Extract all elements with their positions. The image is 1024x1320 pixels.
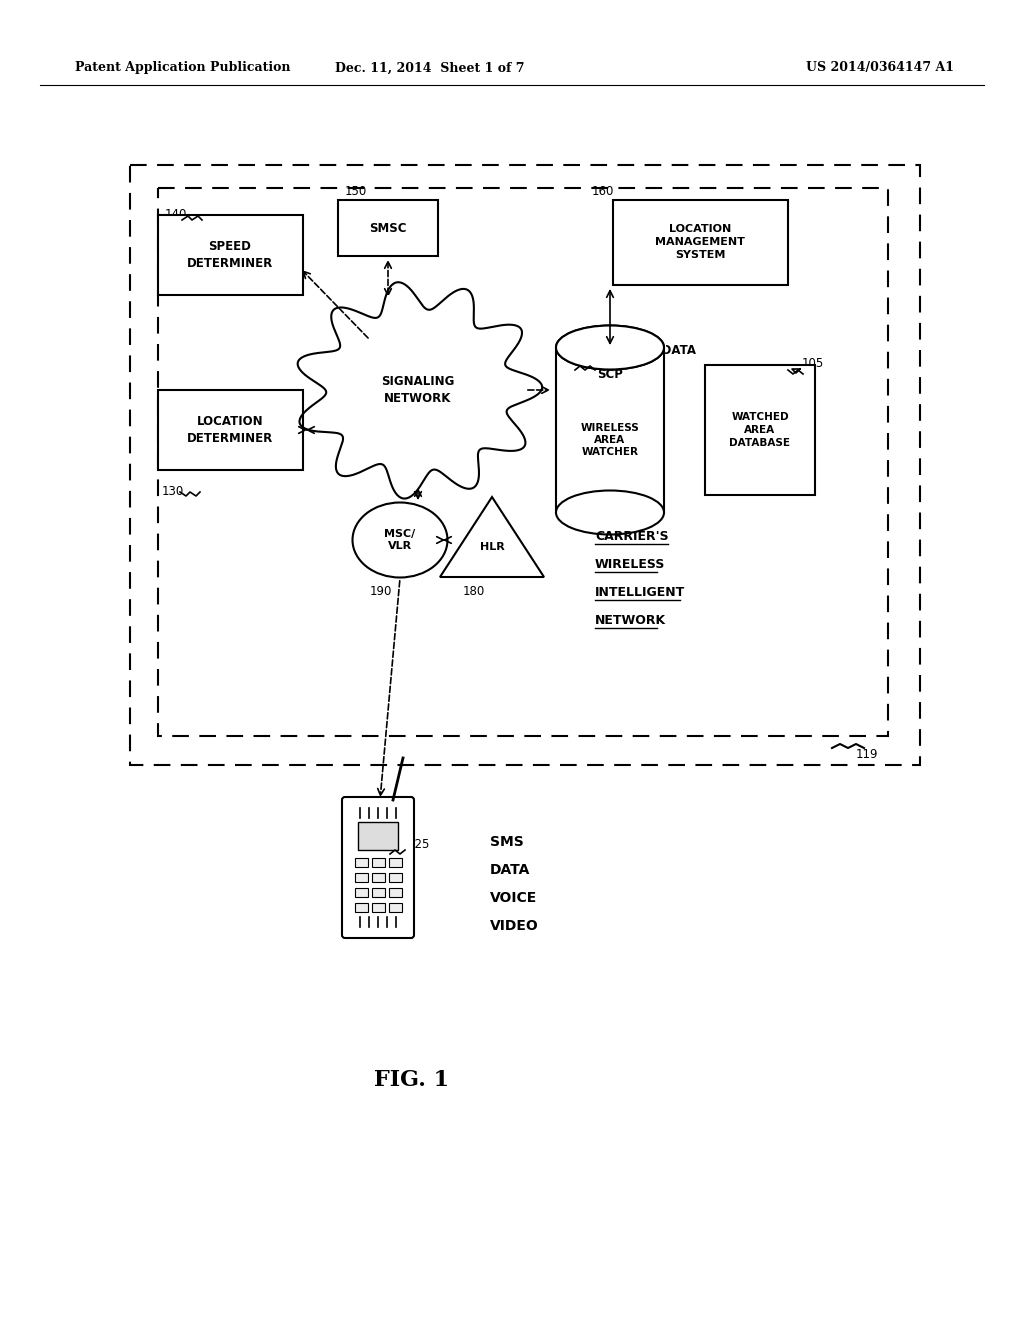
Text: 170: 170 [558,358,581,371]
Bar [388,873,401,882]
FancyBboxPatch shape [342,797,414,939]
Text: MSC/
VLR: MSC/ VLR [384,529,416,552]
Ellipse shape [556,326,664,370]
Text: INTELLIGENT: INTELLIGENT [595,586,685,599]
Text: Patent Application Publication: Patent Application Publication [75,62,291,74]
Text: SCP: SCP [597,368,623,381]
Bar [372,903,384,912]
Text: NETWORK: NETWORK [595,614,667,627]
Bar [388,858,401,867]
Text: 160: 160 [592,185,614,198]
Bar [388,888,401,898]
Text: 100: 100 [575,500,597,513]
Bar [338,201,438,256]
Bar [358,822,398,850]
Text: SPEED
DETERMINER: SPEED DETERMINER [186,240,273,271]
Text: LOCATION
MANAGEMENT
SYSTEM: LOCATION MANAGEMENT SYSTEM [655,224,744,260]
Bar [372,858,384,867]
Text: LOCATION
DETERMINER: LOCATION DETERMINER [186,414,273,445]
Bar [158,215,302,294]
Text: US 2014/0364147 A1: US 2014/0364147 A1 [806,62,954,74]
Text: SIGNALING
NETWORK: SIGNALING NETWORK [381,375,455,405]
Bar [372,888,384,898]
Bar [556,347,664,512]
Bar [354,888,368,898]
Text: 125: 125 [408,838,430,851]
Text: Dec. 11, 2014  Sheet 1 of 7: Dec. 11, 2014 Sheet 1 of 7 [335,62,524,74]
Text: MAP DATA: MAP DATA [628,343,696,356]
Text: WATCHED
AREA
DATABASE: WATCHED AREA DATABASE [729,412,791,449]
Text: 105: 105 [802,356,824,370]
Text: 130: 130 [162,484,184,498]
Bar [354,858,368,867]
Text: VIDEO: VIDEO [490,919,539,933]
Text: SMS: SMS [490,836,523,849]
Bar [554,326,666,347]
Polygon shape [440,498,544,577]
Text: WIRELESS
AREA
WATCHER: WIRELESS AREA WATCHER [581,422,639,458]
Text: SMSC: SMSC [370,222,407,235]
Polygon shape [298,282,542,499]
Bar [158,187,888,737]
Bar [354,873,368,882]
Ellipse shape [556,491,664,535]
Bar [354,903,368,912]
Text: HLR: HLR [479,543,505,552]
Bar [130,165,920,766]
Text: DATA: DATA [490,863,530,876]
Bar [612,199,787,285]
Bar [705,366,815,495]
Text: VOICE: VOICE [490,891,538,906]
Text: 119: 119 [856,748,879,762]
Text: 140: 140 [165,209,187,220]
Ellipse shape [352,503,447,578]
Bar [388,903,401,912]
Text: 150: 150 [345,185,368,198]
Text: 180: 180 [463,585,485,598]
Bar [372,873,384,882]
Ellipse shape [556,326,664,370]
Text: CARRIER'S: CARRIER'S [595,531,669,543]
Bar [158,389,302,470]
Text: WIRELESS: WIRELESS [595,558,666,572]
Text: 190: 190 [370,585,392,598]
Text: FIG. 1: FIG. 1 [375,1069,450,1092]
